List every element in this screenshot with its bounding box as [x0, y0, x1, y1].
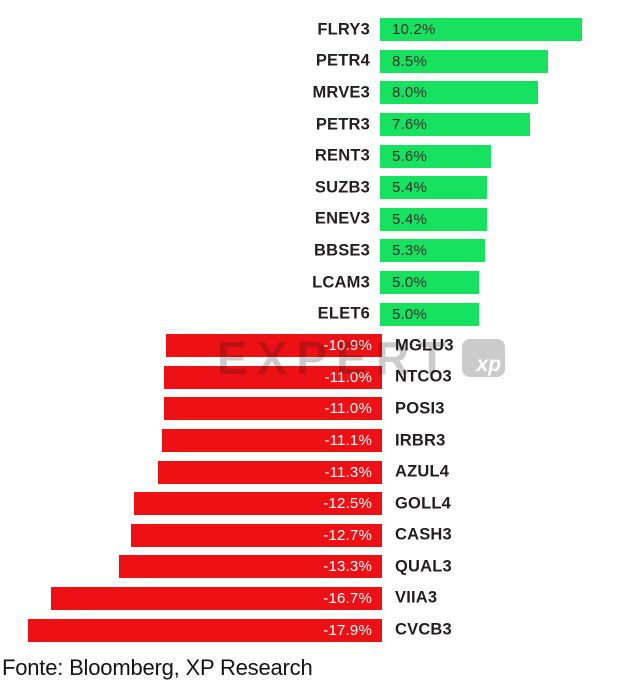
bar-row: -11.0% POSI3: [0, 393, 618, 425]
bar-row: -12.5% GOLL4: [0, 488, 618, 520]
ticker-label: PETR3: [315, 115, 370, 134]
percent-label: -10.9%: [323, 337, 372, 355]
bar-rows: 10.2% FLRY3 8.5% PETR4 8.0% MRVE3 7.6% PETR3 5.6…: [0, 14, 618, 646]
loss-bar: -13.3%: [119, 555, 382, 579]
bar-row: -11.1% IRBR3: [0, 425, 618, 457]
percent-label: -11.3%: [324, 463, 372, 481]
percent-label: 5.4%: [392, 179, 427, 197]
bar-row: 5.3% BBSE3: [0, 235, 618, 267]
gain-bar: 7.6%: [380, 113, 530, 137]
percent-label: 5.6%: [392, 147, 427, 165]
gain-bar: 8.0%: [380, 81, 538, 105]
bar-row: -11.3% AZUL4: [0, 456, 618, 488]
gain-bar: 8.5%: [380, 49, 548, 73]
gain-bar: 5.3%: [380, 239, 485, 263]
percent-label: 5.0%: [392, 305, 427, 323]
ticker-label: VIIA3: [395, 588, 438, 607]
percent-label: 5.3%: [392, 242, 427, 260]
ticker-label: MRVE3: [312, 83, 370, 102]
bar-chart: 10.2% FLRY3 8.5% PETR4 8.0% MRVE3 7.6% PETR3 5.6…: [0, 14, 618, 647]
ticker-label: GOLL4: [395, 494, 452, 513]
bar-row: 7.6% PETR3: [0, 109, 618, 141]
bar-row: 5.0% ELET6: [0, 298, 618, 330]
bar-row: 5.4% SUZB3: [0, 172, 618, 204]
bar-row: -10.9% MGLU3: [0, 330, 618, 362]
ticker-label: POSI3: [395, 399, 445, 418]
ticker-label: AZUL4: [395, 462, 450, 481]
percent-label: -13.3%: [323, 558, 372, 576]
ticker-label: QUAL3: [395, 557, 452, 576]
ticker-label: ENEV3: [314, 209, 370, 228]
percent-label: -11.0%: [324, 368, 372, 386]
ticker-label: MGLU3: [395, 336, 454, 355]
loss-bar: -11.0%: [164, 397, 382, 421]
loss-bar: -17.9%: [28, 618, 382, 642]
bar-row: -16.7% VIIA3: [0, 583, 618, 615]
bar-row: 8.0% MRVE3: [0, 77, 618, 109]
percent-label: 8.0%: [392, 84, 427, 102]
percent-label: -16.7%: [323, 589, 372, 607]
percent-label: 10.2%: [392, 21, 436, 39]
ticker-label: IRBR3: [395, 431, 446, 450]
ticker-label: LCAM3: [312, 273, 370, 292]
percent-label: 8.5%: [392, 52, 427, 70]
bar-row: 5.0% LCAM3: [0, 267, 618, 299]
percent-label: 7.6%: [392, 116, 427, 134]
ticker-label: ELET6: [317, 304, 370, 323]
loss-bar: -11.3%: [158, 460, 382, 484]
bar-row: 5.6% RENT3: [0, 140, 618, 172]
loss-bar: -11.0%: [164, 365, 382, 389]
gain-bar: 5.0%: [380, 302, 479, 326]
percent-label: 5.0%: [392, 274, 427, 292]
loss-bar: -16.7%: [51, 586, 382, 610]
bar-row: -12.7% CASH3: [0, 520, 618, 552]
bar-row: 10.2% FLRY3: [0, 14, 618, 46]
ticker-label: BBSE3: [313, 241, 370, 260]
ticker-label: NTCO3: [395, 367, 452, 386]
gain-bar: 5.4%: [380, 207, 487, 231]
bar-row: 5.4% ENEV3: [0, 204, 618, 236]
gain-bar: 5.0%: [380, 271, 479, 295]
percent-label: -11.0%: [324, 400, 372, 418]
ticker-label: SUZB3: [314, 178, 370, 197]
percent-label: -12.7%: [323, 526, 372, 544]
loss-bar: -12.7%: [131, 523, 382, 547]
bar-row: -11.0% NTCO3: [0, 362, 618, 394]
gain-bar: 5.6%: [380, 144, 491, 168]
percent-label: -17.9%: [323, 621, 372, 639]
percent-label: 5.4%: [392, 210, 427, 228]
ticker-label: RENT3: [314, 146, 370, 165]
gain-bar: 5.4%: [380, 176, 487, 200]
ticker-label: PETR4: [315, 51, 370, 70]
bar-row: 8.5% PETR4: [0, 46, 618, 78]
gain-bar: 10.2%: [380, 18, 582, 42]
ticker-label: FLRY3: [317, 20, 370, 39]
ticker-label: CASH3: [395, 525, 452, 544]
loss-bar: -10.9%: [166, 334, 382, 358]
loss-bar: -11.1%: [162, 429, 382, 453]
ticker-label: CVCB3: [395, 620, 452, 639]
percent-label: -11.1%: [324, 432, 372, 450]
loss-bar: -12.5%: [134, 492, 382, 516]
source-caption: Fonte: Bloomberg, XP Research: [2, 655, 313, 680]
percent-label: -12.5%: [323, 495, 372, 513]
bar-row: -17.9% CVCB3: [0, 614, 618, 646]
bar-row: -13.3% QUAL3: [0, 551, 618, 583]
